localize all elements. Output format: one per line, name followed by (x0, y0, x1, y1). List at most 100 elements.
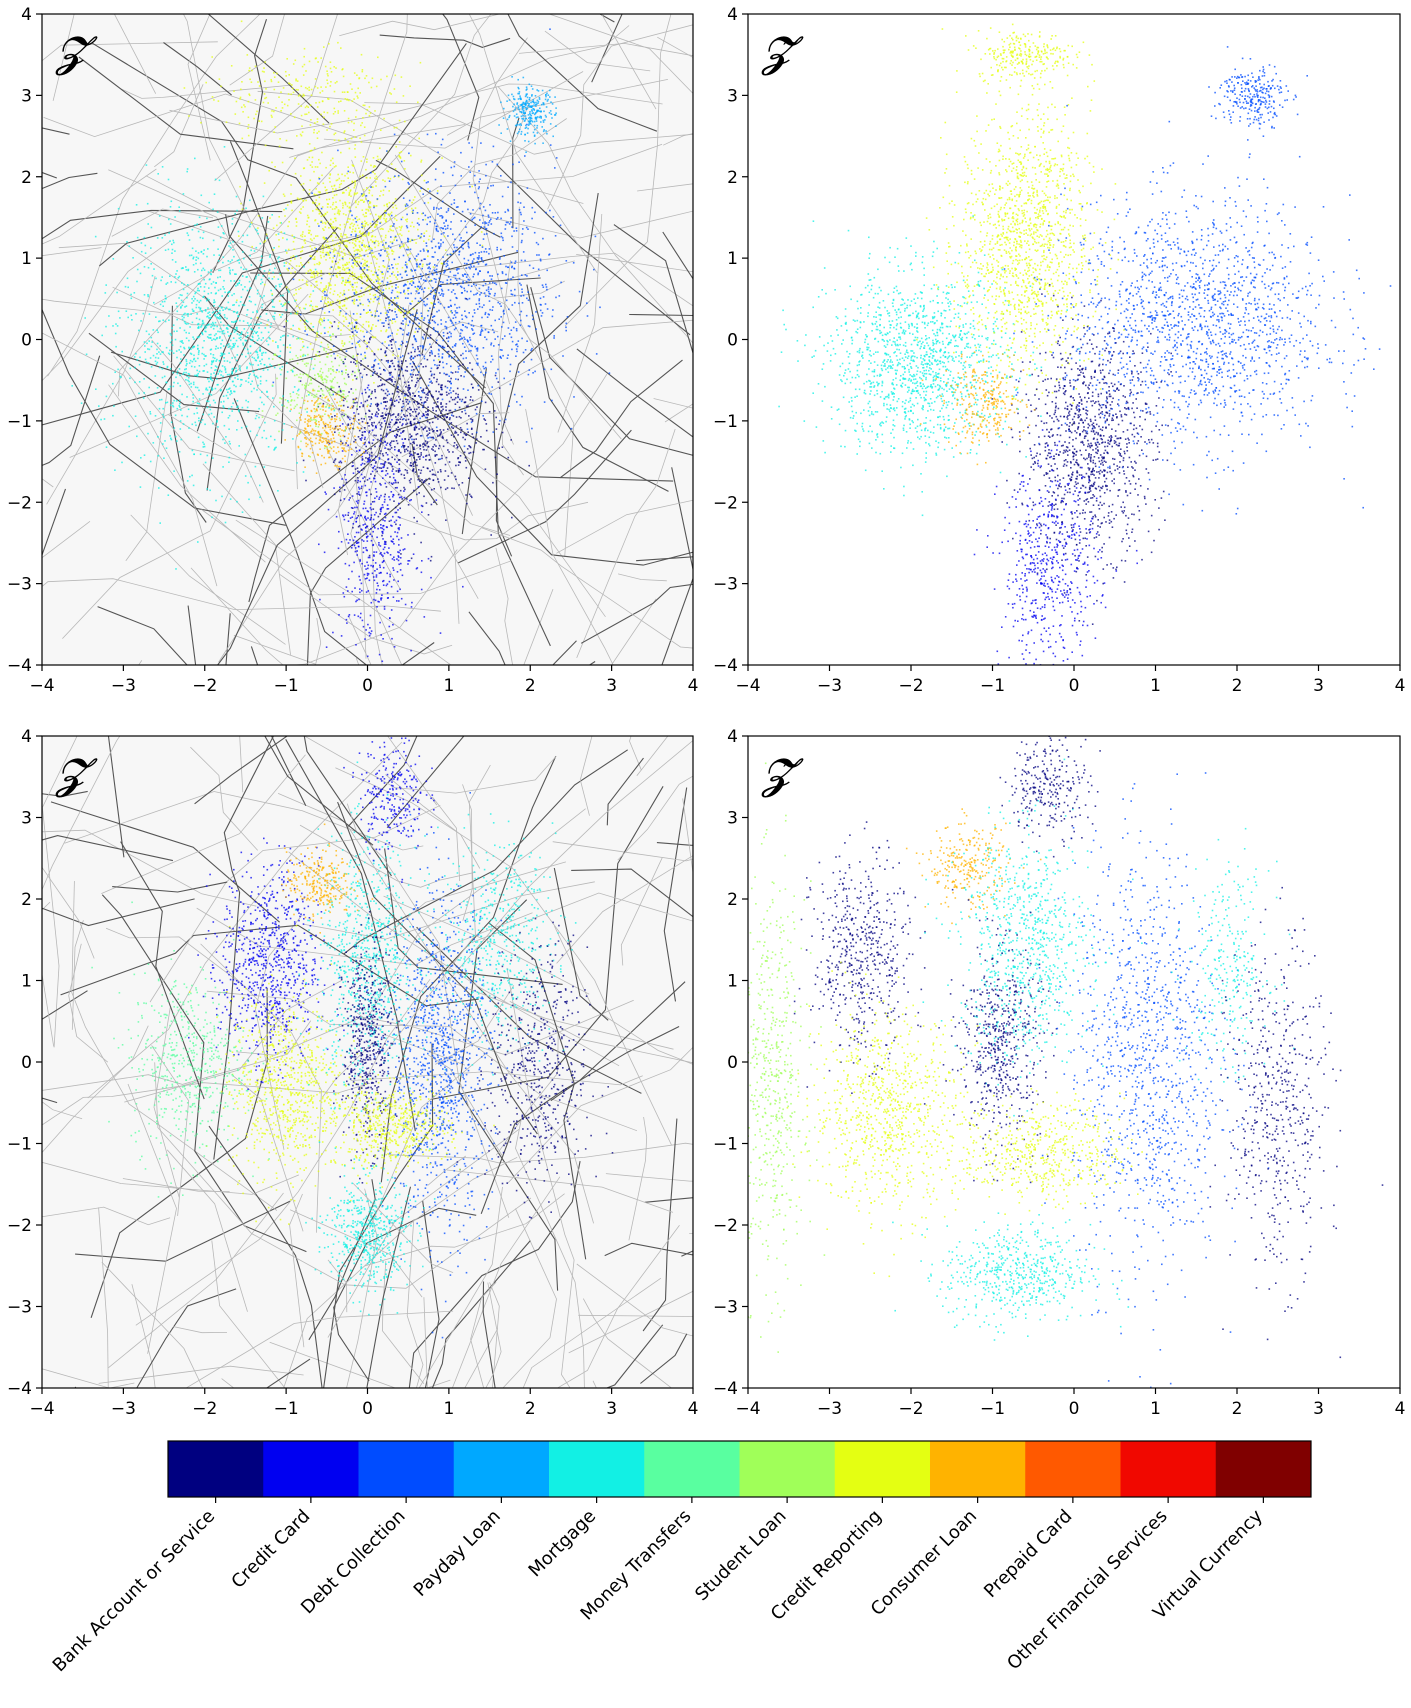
scatter-point (354, 402, 356, 404)
scatter-point (400, 218, 403, 221)
scatter-point (269, 254, 271, 256)
scatter-point (363, 254, 366, 257)
scatter-point (442, 339, 445, 342)
scatter-point (268, 169, 270, 172)
scatter-point (236, 209, 238, 212)
scatter-point (174, 250, 176, 252)
scatter-point (402, 254, 405, 257)
scatter-point (468, 297, 471, 300)
voronoi-edge (464, 319, 693, 407)
scatter-point (438, 447, 440, 450)
scatter-point (188, 254, 191, 257)
scatter-point (158, 215, 161, 217)
scatter-point (458, 277, 461, 280)
scatter-point (223, 406, 225, 409)
scatter-point (367, 278, 369, 280)
scatter-point (393, 258, 396, 261)
scatter-point (483, 279, 485, 281)
scatter-point (505, 282, 508, 284)
scatter-point (167, 388, 170, 391)
scatter-point (376, 274, 379, 276)
scatter-point (498, 447, 500, 449)
scatter-point (484, 209, 487, 212)
scatter-point (208, 334, 211, 336)
scatter-point (194, 292, 196, 295)
scatter-point (324, 221, 326, 224)
scatter-point (474, 408, 477, 411)
scatter-point (390, 291, 393, 294)
voronoi-edge (254, 412, 479, 599)
scatter-point (446, 487, 449, 489)
scatter-point (144, 358, 147, 361)
scatter-point (519, 324, 522, 326)
scatter-point (464, 310, 466, 312)
scatter-point (312, 210, 314, 212)
scatter-point (203, 286, 206, 288)
scatter-point (351, 322, 353, 324)
scatter-point (372, 372, 375, 374)
scatter-point (405, 284, 407, 286)
scatter-point (259, 380, 262, 382)
scatter-point (485, 163, 487, 166)
scatter-point (382, 260, 385, 262)
scatter-point (193, 346, 195, 348)
scatter-point (293, 248, 295, 250)
scatter-point (370, 225, 372, 228)
scatter-point (320, 341, 323, 344)
scatter-point (449, 228, 452, 230)
scatter-point (208, 317, 210, 319)
scatter-point (405, 360, 407, 362)
scatter-point (465, 276, 468, 278)
scatter-point (210, 363, 213, 366)
scatter-point (396, 387, 399, 390)
scatter-point (176, 310, 179, 313)
scatter-point (391, 249, 393, 252)
scatter-point (215, 499, 217, 502)
scatter-point (306, 333, 308, 336)
scatter-point (387, 336, 389, 338)
scatter-point (319, 345, 322, 348)
scatter-point (323, 312, 326, 314)
scatter-point (232, 343, 234, 345)
scatter-point (338, 314, 341, 316)
scatter-point (269, 263, 272, 265)
scatter-point (429, 343, 431, 346)
scatter-point (468, 279, 471, 281)
scatter-point (359, 276, 362, 278)
scatter-point (248, 296, 251, 298)
scatter-point (175, 568, 177, 570)
scatter-point (314, 268, 317, 271)
scatter-point (236, 312, 238, 314)
scatter-point (140, 320, 142, 322)
scatter-point (174, 276, 176, 278)
scatter-point (219, 330, 221, 333)
scatter-point (339, 311, 341, 314)
scatter-point (205, 326, 208, 329)
scatter-point (343, 223, 346, 226)
scatter-point (259, 349, 262, 351)
scatter-point (447, 306, 450, 308)
scatter-point (258, 368, 260, 370)
scatter-point (258, 337, 260, 340)
scatter-point (377, 438, 379, 441)
scatter-point (409, 450, 411, 453)
scatter-point (314, 305, 317, 308)
scatter-point (338, 258, 341, 261)
scatter-point (198, 350, 200, 352)
scatter-point (404, 271, 407, 273)
scatter-point (247, 481, 249, 484)
scatter-point (549, 209, 551, 212)
scatter-point (199, 282, 201, 285)
scatter-point (316, 205, 318, 207)
voronoi-edge (108, 384, 266, 563)
scatter-point (431, 256, 434, 258)
scatter-point (521, 288, 523, 291)
scatter-point (425, 458, 427, 461)
scatter-point (319, 212, 322, 214)
scatter-point (406, 341, 408, 343)
scatter-point (415, 318, 417, 321)
scatter-point (394, 217, 396, 220)
scatter-point (256, 351, 259, 354)
scatter-point (359, 316, 362, 318)
scatter-point (397, 386, 399, 389)
